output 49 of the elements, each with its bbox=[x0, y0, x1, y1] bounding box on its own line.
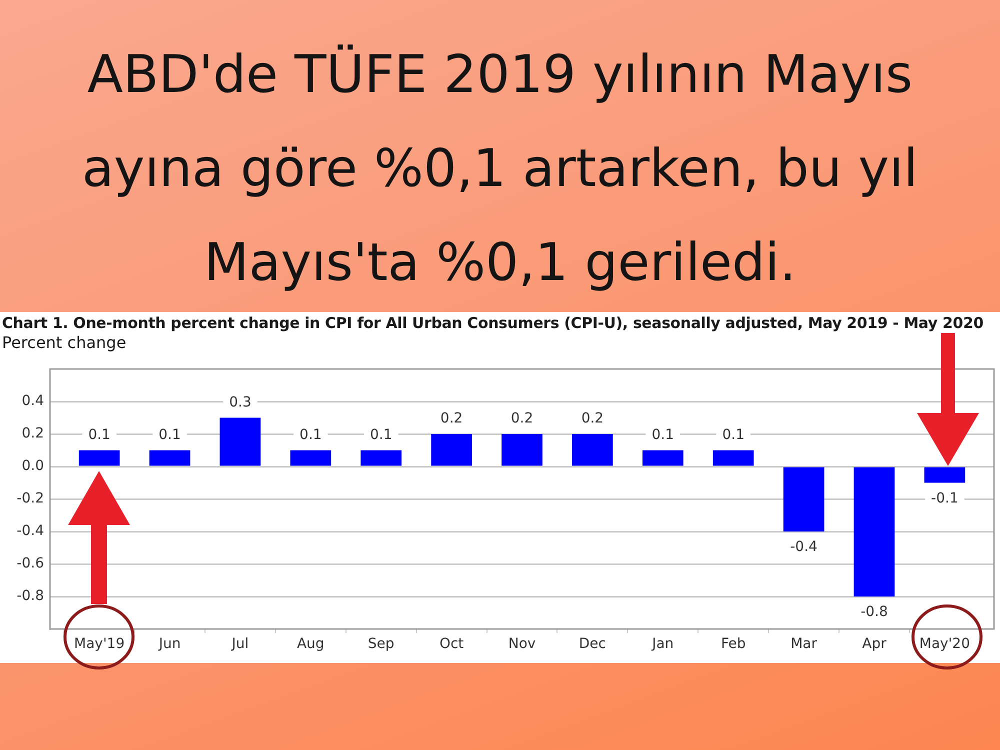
x-tick-label: Mar bbox=[790, 636, 818, 652]
data-label: 0.1 bbox=[370, 426, 392, 443]
data-label: -0.8 bbox=[860, 604, 888, 620]
x-tick-label: Nov bbox=[508, 636, 536, 652]
bar bbox=[572, 434, 613, 466]
bar bbox=[712, 450, 754, 466]
bar bbox=[924, 467, 966, 483]
y-tick-label: -0.2 bbox=[16, 490, 44, 507]
chart-subtitle: Chart 1. One-month percent change in CPI for All Urban Consumers (CPI-U), seasonally adjusted, May 2019 - May 2020 bbox=[2, 314, 984, 332]
bar bbox=[220, 418, 261, 466]
data-label: 0.1 bbox=[88, 426, 110, 443]
bar bbox=[783, 467, 824, 532]
data-label: 0.2 bbox=[581, 410, 604, 427]
data-label: 0.1 bbox=[300, 426, 322, 443]
bar bbox=[149, 450, 190, 466]
bar bbox=[642, 450, 684, 466]
x-tick-label: Apr bbox=[862, 636, 887, 652]
x-tick-label: Feb bbox=[720, 636, 746, 652]
y-tick-label: -0.6 bbox=[16, 556, 44, 572]
x-tick-label: May'20 bbox=[919, 636, 970, 652]
bar bbox=[431, 434, 472, 466]
bar bbox=[360, 450, 402, 466]
data-label: 0.1 bbox=[722, 426, 744, 443]
x-tick-label: May'19 bbox=[74, 636, 125, 652]
x-tick-label: Jan bbox=[651, 636, 674, 652]
bar bbox=[78, 450, 120, 466]
y-tick-label: 0.2 bbox=[22, 426, 44, 442]
bar bbox=[854, 467, 895, 596]
x-tick-label: Oct bbox=[439, 636, 464, 652]
y-tick-label: -0.8 bbox=[16, 588, 44, 604]
x-tick-label: Jun bbox=[158, 636, 181, 652]
y-tick-label: -0.4 bbox=[16, 523, 44, 540]
y-tick-label: 0.0 bbox=[22, 458, 44, 474]
x-tick-label: Sep bbox=[368, 636, 394, 652]
chart-title: ABD'de TÜFE 2019 yılının Mayıs ayına göre %0,1 artarken, bu yıl Mayıs'ta %0,1 geriledi. bbox=[81, 44, 919, 295]
y-tick-label: 0.4 bbox=[22, 393, 44, 410]
x-tick-label: Dec bbox=[578, 636, 606, 652]
bar bbox=[290, 450, 332, 466]
data-label: 0.1 bbox=[652, 426, 674, 443]
x-tick-label: Jul bbox=[230, 636, 249, 652]
data-label: 0.1 bbox=[158, 426, 181, 443]
data-label: 0.2 bbox=[510, 410, 534, 427]
data-label: -0.4 bbox=[790, 539, 818, 556]
data-label: -0.1 bbox=[931, 490, 958, 506]
data-label: 0.2 bbox=[440, 410, 463, 427]
data-label: 0.3 bbox=[229, 394, 252, 410]
y-axis-title: Percent change bbox=[2, 333, 126, 352]
bar bbox=[502, 434, 542, 466]
x-tick-label: Aug bbox=[296, 636, 324, 652]
